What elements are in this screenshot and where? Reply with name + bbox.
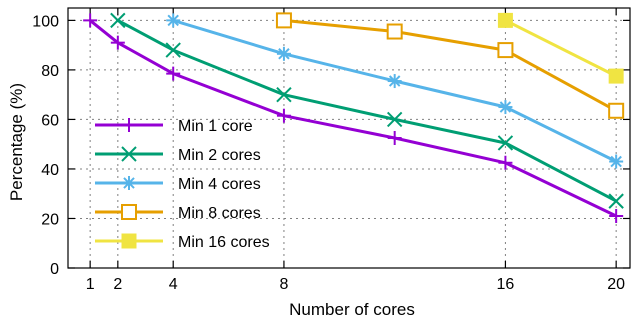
marker-shape — [608, 68, 624, 84]
data-point — [276, 86, 292, 103]
y-tick-label: 40 — [41, 162, 59, 179]
y-tick-label: 0 — [50, 261, 59, 278]
x-tick-label: 1 — [86, 276, 95, 293]
x-axis-label: Number of cores — [289, 300, 415, 319]
marker-stroke — [110, 12, 126, 29]
x-tick-label: 8 — [279, 276, 288, 293]
legend-label: Min 1 core — [178, 118, 253, 135]
legend-label: Min 8 cores — [178, 205, 261, 222]
marker-stroke — [608, 193, 624, 209]
data-point — [275, 12, 292, 29]
data-point — [166, 66, 181, 81]
series-line — [89, 19, 617, 218]
marker-shape — [121, 204, 137, 220]
marker-shape — [386, 23, 403, 40]
data-point — [498, 100, 513, 115]
marker-stroke — [497, 135, 514, 151]
x-tick-label: 2 — [113, 276, 122, 293]
data-point — [166, 13, 181, 28]
series-2 — [110, 12, 624, 209]
data-point — [83, 13, 98, 28]
plot-frame — [67, 7, 631, 269]
data-point — [497, 42, 514, 59]
marker-stroke — [388, 75, 401, 87]
marker-shape — [497, 42, 514, 59]
legend-marker — [121, 146, 137, 162]
data-point — [110, 12, 126, 29]
legend-label: Min 2 cores — [178, 147, 261, 164]
data-point — [609, 209, 624, 223]
marker-stroke — [165, 42, 181, 58]
data-point — [386, 23, 403, 40]
marker-stroke — [276, 86, 292, 103]
legend-label: Min 16 cores — [178, 234, 270, 251]
marker-stroke — [121, 146, 137, 162]
legend-marker — [122, 176, 136, 190]
y-tick-label: 60 — [41, 112, 59, 129]
legend-label: Min 4 cores — [178, 176, 261, 193]
data-point — [608, 102, 625, 119]
legend-marker — [121, 233, 137, 249]
x-tick-label: 20 — [607, 276, 625, 293]
data-point — [165, 42, 181, 58]
data-point — [608, 68, 624, 84]
data-point — [110, 35, 125, 50]
series-3 — [166, 13, 624, 169]
legend-item-5: Min 16 cores — [95, 233, 270, 251]
axes: 0 20 40 60 80 100 1 2 4 8 16 20 — [32, 7, 631, 293]
legend-marker — [122, 118, 136, 132]
data-point — [498, 155, 513, 170]
data-point — [497, 135, 514, 151]
series-line — [504, 19, 617, 78]
marker-shape — [121, 233, 137, 249]
series-1 — [83, 13, 624, 223]
marker-stroke — [167, 14, 179, 27]
legend-item-4: Min 8 cores — [95, 204, 261, 222]
data-point — [497, 12, 513, 28]
marker-stroke — [499, 101, 512, 113]
x-tick-label: 16 — [497, 276, 515, 293]
data-point — [386, 111, 403, 128]
marker-shape — [608, 102, 625, 119]
y-tick-label: 20 — [41, 211, 59, 228]
marker-shape — [497, 12, 513, 28]
series-lines — [83, 12, 625, 223]
marker-stroke — [610, 155, 622, 168]
marker-shape — [275, 12, 292, 29]
data-point — [276, 46, 291, 61]
y-axis-label: Percentage (%) — [7, 83, 26, 201]
grid-lines — [68, 8, 630, 268]
series-5 — [497, 12, 624, 84]
legend: Min 1 core Min 2 cores Min 4 cores Min 8 co… — [95, 118, 270, 251]
x-tick-label: 4 — [169, 276, 178, 293]
y-tick-label: 100 — [32, 13, 59, 30]
data-point — [387, 74, 402, 89]
series-line — [117, 19, 617, 203]
legend-marker — [121, 204, 137, 220]
data-point — [609, 154, 624, 169]
marker-stroke — [386, 111, 403, 128]
y-tick-label: 80 — [41, 63, 59, 80]
series-line — [283, 18, 617, 113]
legend-item-3: Min 4 cores — [95, 176, 261, 193]
legend-item-1: Min 1 core — [95, 118, 253, 135]
data-point — [387, 131, 402, 145]
data-point — [608, 193, 624, 209]
series-4 — [275, 12, 625, 119]
legend-item-2: Min 2 cores — [95, 146, 261, 164]
marker-stroke — [123, 177, 135, 189]
marker-stroke — [278, 48, 290, 60]
data-point — [276, 108, 291, 123]
